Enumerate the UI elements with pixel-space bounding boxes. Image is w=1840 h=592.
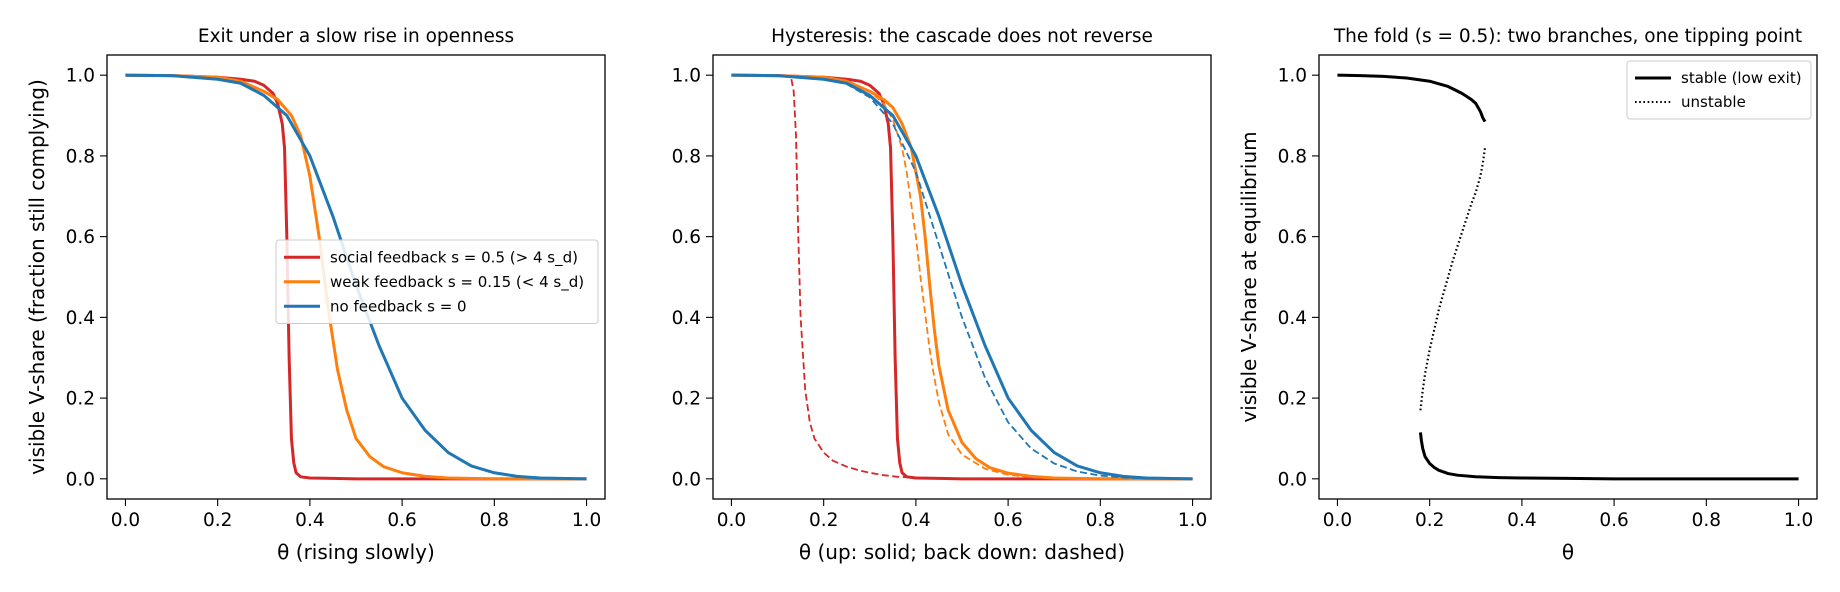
x-tick-label: 0.0 <box>717 510 746 531</box>
legend-entry: unstable <box>1681 93 1746 111</box>
chart-title: Hysteresis: the cascade does not reverse <box>771 26 1153 47</box>
legend: stable (low exit) unstable <box>1626 60 1812 120</box>
chart-title: Exit under a slow rise in openness <box>198 26 514 47</box>
y-tick-label: 1.0 <box>1278 66 1307 87</box>
series-line-2-1 <box>731 73 1193 481</box>
series-line-2-5 <box>731 73 1193 481</box>
y-tick-label: 0.0 <box>66 469 95 490</box>
x-axis-label: θ (up: solid; back down: dashed) <box>799 540 1125 564</box>
y-tick-label: 0.6 <box>672 227 701 248</box>
x-tick-label: 1.0 <box>572 510 601 531</box>
series-line-2-4 <box>731 74 1193 480</box>
series-line-1-2 <box>125 73 587 481</box>
chart-panel-1: 0.0 0.2 0.4 0.6 0.8 1.0 0.0 0.2 0.4 0.6 0.8 1.0 Exit… <box>25 26 606 564</box>
legend-entry: stable (low exit) <box>1681 69 1802 87</box>
legend-entry: weak feedback s = 0.15 (< 4 s_d) <box>330 273 584 292</box>
legend-box <box>275 239 599 324</box>
y-tick-label: 0.8 <box>1278 146 1307 167</box>
x-axis-label: θ <box>1562 540 1574 564</box>
chart-panel-3: 0.0 0.2 0.4 0.6 0.8 1.0 0.0 0.2 0.4 0.6 0.8 1.0 The … <box>1237 26 1818 564</box>
legend-entry: social feedback s = 0.5 (> 4 s_d) <box>330 248 578 267</box>
y-tick-label: 0.2 <box>1278 389 1307 410</box>
axes-frame <box>1318 54 1818 500</box>
series-line-2-6 <box>731 74 1193 480</box>
legend-box <box>1626 60 1812 120</box>
x-tick-label: 1.0 <box>1178 510 1207 531</box>
y-tick-label: 0.0 <box>1278 469 1307 490</box>
x-tick-label: 0.2 <box>203 510 232 531</box>
x-tick-label: 0.6 <box>993 510 1022 531</box>
y-tick-label: 0.2 <box>672 389 701 410</box>
x-tick-label: 0.6 <box>1599 510 1628 531</box>
x-tick-label: 0.8 <box>1692 510 1721 531</box>
x-tick-label: 0.8 <box>480 510 509 531</box>
series-line-3-2 <box>1418 432 1799 481</box>
series-line-3-3 <box>1419 147 1487 411</box>
x-axis-label: θ (rising slowly) <box>277 540 435 564</box>
x-tick-label: 0.2 <box>1415 510 1444 531</box>
y-tick-label: 0.4 <box>672 308 701 329</box>
series-line-2-2 <box>790 79 1193 480</box>
x-tick-label: 0.2 <box>809 510 838 531</box>
y-tick-label: 0.2 <box>66 389 95 410</box>
x-tick-label: 0.0 <box>1323 510 1352 531</box>
y-tick-label: 0.0 <box>672 469 701 490</box>
chart-panel-2: 0.0 0.2 0.4 0.6 0.8 1.0 0.0 0.2 0.4 0.6 0.8 1.0 Hyst… <box>672 26 1212 564</box>
y-tick-label: 0.6 <box>1278 227 1307 248</box>
axes-frame <box>106 54 606 500</box>
x-tick-label: 0.4 <box>901 510 930 531</box>
y-tick-label: 0.6 <box>66 227 95 248</box>
legend: social feedback s = 0.5 (> 4 s_d)weak fe… <box>275 239 599 324</box>
x-tick-label: 1.0 <box>1784 510 1813 531</box>
y-tick-label: 0.4 <box>66 308 95 329</box>
y-tick-label: 0.4 <box>1278 308 1307 329</box>
axes-frame <box>712 54 1212 500</box>
y-tick-label: 0.8 <box>66 146 95 167</box>
x-tick-label: 0.0 <box>111 510 140 531</box>
y-tick-label: 1.0 <box>672 66 701 87</box>
y-tick-label: 1.0 <box>66 66 95 87</box>
series-line-3-1 <box>1337 73 1487 123</box>
series-line-2-3 <box>731 73 1193 481</box>
x-tick-label: 0.6 <box>387 510 416 531</box>
x-tick-label: 0.8 <box>1086 510 1115 531</box>
x-tick-label: 0.4 <box>295 510 324 531</box>
legend-entry: no feedback s = 0 <box>330 297 467 315</box>
y-tick-label: 0.8 <box>672 146 701 167</box>
y-axis-label: visible V-share at equilibrium <box>1237 131 1261 422</box>
x-tick-label: 0.4 <box>1507 510 1536 531</box>
chart-title: The fold (s = 0.5): two branches, one ti… <box>1333 26 1802 47</box>
y-axis-label: visible V-share (fraction still complyin… <box>25 79 49 475</box>
